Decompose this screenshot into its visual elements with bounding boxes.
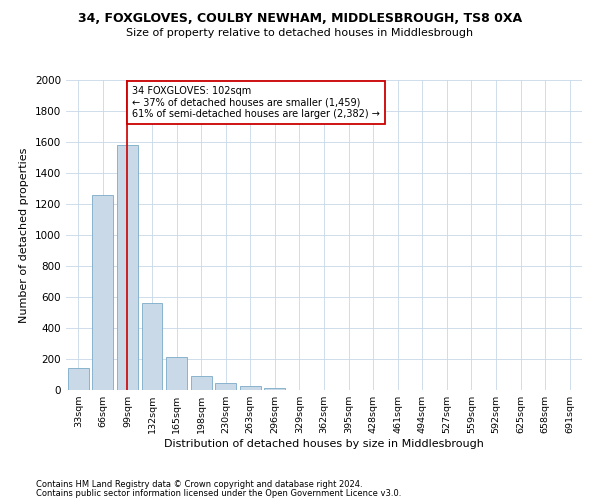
Y-axis label: Number of detached properties: Number of detached properties (19, 148, 29, 322)
Bar (68, 368, 89, 390)
Bar (240, 386, 261, 390)
Text: 34 FOXGLOVES: 102sqm
← 37% of detached houses are smaller (1,459)
61% of semi-de: 34 FOXGLOVES: 102sqm ← 37% of detached h… (133, 86, 380, 120)
Bar (265, 388, 286, 390)
Text: Size of property relative to detached houses in Middlesbrough: Size of property relative to detached ho… (127, 28, 473, 38)
Bar (117, 145, 138, 390)
X-axis label: Distribution of detached houses by size in Middlesbrough: Distribution of detached houses by size … (164, 439, 484, 449)
Text: Contains public sector information licensed under the Open Government Licence v3: Contains public sector information licen… (36, 488, 401, 498)
Bar (92, 194, 113, 390)
Bar (215, 383, 236, 390)
Text: Contains HM Land Registry data © Crown copyright and database right 2024.: Contains HM Land Registry data © Crown c… (36, 480, 362, 489)
Bar (166, 356, 187, 390)
Bar (191, 376, 212, 390)
Bar (142, 303, 163, 390)
Text: 34, FOXGLOVES, COULBY NEWHAM, MIDDLESBROUGH, TS8 0XA: 34, FOXGLOVES, COULBY NEWHAM, MIDDLESBRO… (78, 12, 522, 26)
